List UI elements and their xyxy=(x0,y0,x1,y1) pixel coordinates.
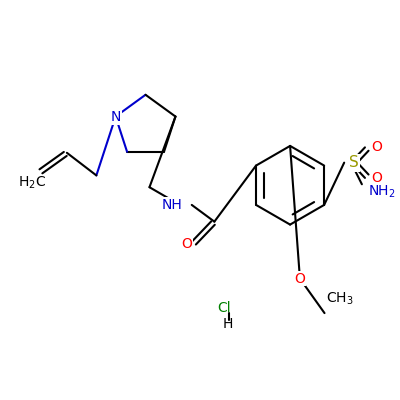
Text: S: S xyxy=(349,155,359,170)
Text: O: O xyxy=(371,140,382,154)
Text: H$_2$C: H$_2$C xyxy=(18,175,46,192)
Text: Cl: Cl xyxy=(217,301,231,315)
Text: O: O xyxy=(182,237,192,251)
Text: NH$_2$: NH$_2$ xyxy=(368,184,396,200)
Text: O: O xyxy=(294,272,305,286)
Text: NH: NH xyxy=(161,198,182,212)
Text: O: O xyxy=(371,171,382,185)
Text: H: H xyxy=(223,317,233,331)
Text: CH$_3$: CH$_3$ xyxy=(326,291,354,307)
Text: N: N xyxy=(110,110,121,124)
